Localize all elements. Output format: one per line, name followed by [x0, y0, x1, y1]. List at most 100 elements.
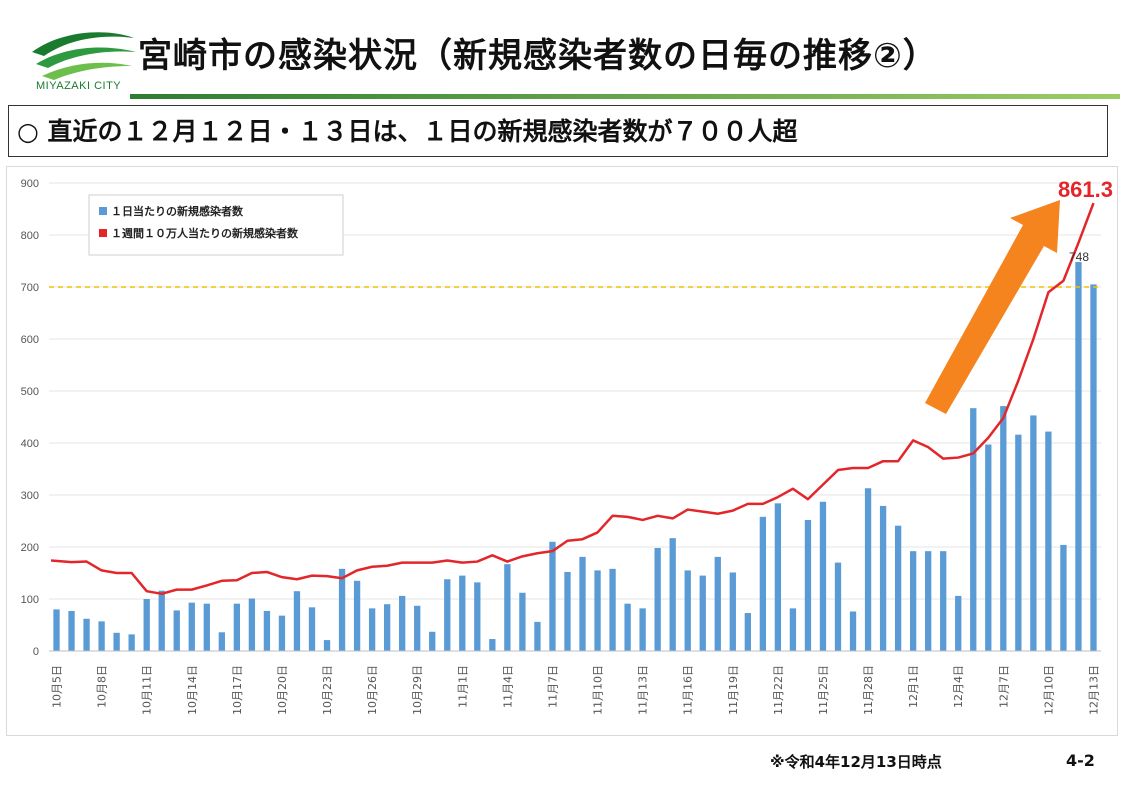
bar-11月2日	[474, 582, 481, 651]
bar-12月11日	[1060, 544, 1067, 651]
bar-10月24日	[338, 568, 346, 651]
bar-11月14日	[654, 548, 661, 651]
y-tick-label: 900	[21, 178, 39, 190]
daily-cases-chart: 0 100 200 300 400 500 600 700 800 900 10月5日 10月8日 10…	[21, 177, 1113, 715]
bar-11月18日	[714, 556, 721, 651]
bar-11月19日	[729, 572, 736, 651]
bar-10月18日	[248, 598, 256, 651]
bar-11月23日	[789, 608, 797, 651]
bar-10月23日	[323, 640, 331, 651]
bar-11月15日	[669, 538, 676, 651]
title-rule	[130, 94, 1120, 99]
bar-10月31日	[444, 579, 451, 651]
bar-10月5日	[53, 609, 60, 651]
y-tick-label: 600	[21, 334, 39, 346]
bar-11月20日	[744, 613, 751, 651]
miyazaki-city-logo	[32, 32, 136, 80]
bar-10月28日	[399, 595, 406, 651]
x-tick-label: 10月11日	[141, 665, 154, 715]
chart-area: 0 100 200 300 400 500 600 700 800 900 10月5日 10月8日 10…	[6, 166, 1118, 736]
x-tick-label: 10月5日	[51, 665, 64, 708]
legend-swatch	[99, 207, 107, 215]
bar-10月17日	[233, 603, 241, 651]
legend-label: １日当たりの新規感染者数	[111, 204, 244, 218]
bar-10月19日	[263, 610, 271, 651]
x-tick-label: 11月1日	[456, 665, 469, 708]
bar-10月25日	[353, 580, 361, 651]
bar-10月14日	[188, 602, 195, 651]
bar-11月3日	[489, 639, 496, 651]
legend-box	[88, 194, 344, 256]
x-tick-label: 11月19日	[727, 665, 740, 715]
bar-11月1日	[459, 575, 466, 651]
bar-11月29日	[879, 505, 887, 651]
bar-11月22日	[774, 503, 782, 651]
bar-10月8日	[98, 621, 105, 651]
bar-10月16日	[218, 632, 225, 651]
bar-12月2日	[925, 551, 932, 651]
x-tick-label: 11月25日	[817, 665, 830, 715]
bar-12月4日	[955, 595, 962, 651]
bar-10月6日	[68, 610, 75, 651]
bar-12月7日	[1000, 406, 1007, 651]
page-number: 4-2	[1066, 751, 1095, 770]
x-tick-label: 12月4日	[952, 665, 965, 708]
bar-10月27日	[383, 604, 391, 651]
x-tick-label: 11月28日	[862, 665, 875, 715]
x-tick-label: 11月7日	[546, 665, 559, 708]
bar-11月10日	[594, 570, 601, 651]
x-tick-label: 10月20日	[276, 665, 289, 715]
footer-note: ※令和4年12月13日時点	[770, 753, 942, 771]
x-tick-label: 10月8日	[96, 665, 109, 708]
bar-10月29日	[414, 605, 421, 651]
bar-11月17日	[699, 575, 706, 651]
x-tick-label: 12月7日	[997, 665, 1010, 708]
peak-bar-label: 748	[1069, 250, 1089, 264]
bar-11月30日	[894, 525, 902, 651]
x-tick-label: 11月10日	[592, 665, 605, 715]
x-tick-label: 10月23日	[321, 665, 334, 715]
legend-label: １週間１０万人当たりの新規感染者数	[111, 226, 299, 240]
bar-11月13日	[639, 608, 646, 651]
bar-10月15日	[203, 603, 210, 651]
bar-12月12日	[1075, 262, 1082, 651]
x-tick-label: 11月13日	[637, 665, 650, 715]
bar-12月3日	[940, 551, 947, 651]
x-tick-label: 12月13日	[1087, 665, 1100, 715]
page-title: 宮崎市の感染状況（新規感染者数の日毎の推移②）	[138, 36, 938, 76]
x-tick-label: 10月17日	[231, 665, 244, 715]
x-tick-label: 10月29日	[411, 665, 424, 715]
x-tick-label: 11月22日	[772, 665, 785, 715]
bar-12月1日	[909, 551, 917, 651]
legend-swatch	[99, 229, 107, 237]
y-tick-label: 0	[33, 646, 39, 658]
y-tick-label: 400	[21, 438, 39, 450]
bar-11月5日	[519, 592, 526, 651]
bar-11月26日	[834, 562, 842, 651]
bar-10月13日	[173, 610, 180, 651]
bar-12月6日	[985, 444, 992, 651]
bar-11月11日	[609, 568, 616, 651]
bar-10月7日	[83, 618, 90, 651]
bar-11月4日	[504, 564, 511, 651]
bar-11月25日	[819, 501, 827, 651]
y-tick-label: 200	[21, 542, 39, 554]
x-tick-label: 10月14日	[186, 665, 199, 715]
y-tick-label: 800	[21, 230, 39, 242]
trend-arrow	[925, 200, 1060, 414]
x-tick-label: 11月4日	[501, 665, 514, 708]
x-tick-label: 11月16日	[682, 665, 695, 715]
bar-11月7日	[549, 541, 556, 651]
bar-12月9日	[1030, 415, 1037, 651]
y-tick-label: 300	[21, 490, 39, 502]
headline-box: ○ 直近の１２月１２日・１３日は、１日の新規感染者数が７００人超	[8, 105, 1108, 157]
bar-10月26日	[368, 608, 376, 651]
bar-10月20日	[278, 615, 286, 651]
bar-11月8日	[564, 571, 571, 651]
bar-11月21日	[759, 516, 767, 651]
bar-10月22日	[308, 607, 316, 651]
bar-12月8日	[1015, 434, 1022, 651]
x-tick-label: 10月26日	[366, 665, 379, 715]
bar-10月11日	[143, 599, 150, 651]
bar-11月12日	[624, 603, 631, 651]
